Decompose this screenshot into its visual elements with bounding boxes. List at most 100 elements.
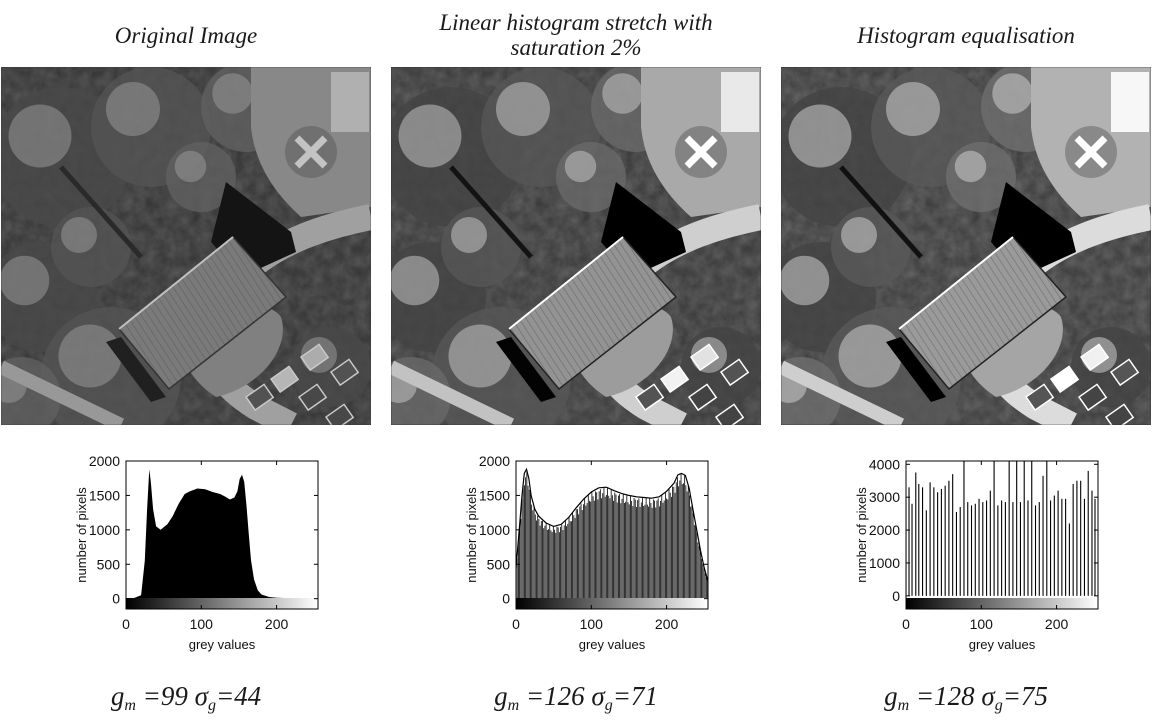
x-tick-label: 200 (265, 616, 289, 632)
roof-edge (508, 236, 624, 330)
tree-highlight (174, 150, 207, 183)
grey-colorbar (516, 598, 708, 609)
panel-title: Histogram equalisation (857, 22, 1075, 48)
mean-symbol: g (494, 681, 508, 711)
road (781, 360, 905, 425)
mean-value: =126 (519, 681, 592, 711)
axes-frame (905, 460, 1099, 610)
tree-highlight (451, 217, 487, 253)
chart-background (844, 437, 1120, 666)
histogram-svg: 0 1000 2000 3000 4000 0 100 200 grey values numbe… (844, 437, 1120, 666)
mean-symbol: g (884, 681, 898, 711)
tree-highlight (838, 324, 902, 388)
mean-symbol: g (110, 681, 125, 711)
building-shadow (886, 337, 946, 402)
grave-plot (324, 403, 355, 425)
helipad-x (1074, 135, 1108, 169)
tree-highlight (398, 104, 462, 168)
x-tick-label: 100 (580, 616, 604, 632)
x-tick-label: 0 (122, 616, 130, 632)
grey-colorbar (906, 598, 1098, 609)
aerial-photo (781, 67, 1151, 425)
grave-plot (689, 343, 720, 372)
y-tick-label: 500 (487, 556, 511, 572)
x-axis-label: grey values (579, 637, 646, 652)
helipad-x (294, 135, 328, 169)
mean-subscript: m (124, 697, 136, 714)
grave-plot (269, 365, 300, 394)
std-subscript: g (604, 697, 613, 714)
grave-plot (1049, 365, 1080, 394)
panel-linear-stretch: Linear histogram stretch with saturation… (390, 0, 762, 724)
y-tick-label: 2000 (869, 522, 900, 538)
roof-edge (118, 236, 234, 330)
std-subscript: g (207, 697, 216, 714)
y-tick-label: 500 (97, 556, 121, 572)
histogram-chart: 0 500 1000 1500 2000 0 100 200 grey values number… (454, 437, 730, 666)
grave-plot (1077, 383, 1108, 412)
mean-value: =99 (135, 681, 195, 711)
panel-original: Original Image 0 500 1000 1500 2000 0 100 200 gr… (0, 0, 372, 724)
grave-plot (719, 358, 750, 387)
x-tick-label: 100 (970, 616, 994, 632)
road (1, 360, 125, 425)
aerial-photo-svg (391, 67, 761, 425)
tree-highlight (212, 73, 253, 114)
std-value: =44 (215, 681, 262, 711)
y-tick-label: 1000 (89, 522, 120, 538)
building-roof (721, 72, 759, 132)
image-statistics: gm =128 σg=75 (780, 680, 1152, 720)
axes-frame (515, 460, 709, 610)
y-tick-label: 1500 (89, 487, 120, 503)
fence (839, 165, 923, 259)
std-value: =75 (1002, 681, 1048, 711)
plot-area (516, 467, 708, 599)
y-axis-label: number of pixels (464, 487, 479, 583)
tree-highlight (602, 73, 643, 114)
roof-edge (898, 236, 1014, 330)
plot-area (126, 469, 318, 599)
y-tick-label: 1000 (869, 555, 900, 571)
tree-highlight (886, 82, 940, 136)
grave-plot (1024, 383, 1055, 412)
y-tick-label: 2000 (89, 453, 120, 469)
std-symbol: σ (981, 681, 995, 711)
aerial-photo (391, 67, 761, 425)
grey-colorbar (126, 598, 318, 609)
y-axis-label: number of pixels (854, 487, 869, 583)
tree-highlight (1, 255, 50, 306)
aerial-photo (1, 67, 371, 425)
tree-highlight (564, 150, 597, 183)
building-roof (1111, 72, 1149, 132)
x-tick-label: 200 (1045, 616, 1069, 632)
panel-title: Linear histogram stretch with saturation… (439, 10, 713, 60)
tree-highlight (391, 255, 440, 306)
x-axis-label: grey values (189, 637, 256, 652)
grave-plot (299, 343, 330, 372)
tree-highlight (788, 104, 852, 168)
image-statistics: gm =99 σg=44 (0, 680, 372, 720)
x-tick-label: 0 (902, 616, 910, 632)
std-subscript: g (994, 697, 1003, 714)
mean-value: =128 (909, 681, 982, 711)
x-axis-label: grey values (969, 637, 1036, 652)
grave-plot (687, 383, 718, 412)
tree-highlight (8, 104, 72, 168)
histogram-chart: 0 1000 2000 3000 4000 0 100 200 grey values numbe… (844, 437, 1120, 666)
tree-highlight (58, 324, 122, 388)
building-roof (331, 72, 369, 132)
axes-frame (125, 460, 319, 610)
grave-plot (1109, 358, 1140, 387)
y-tick-label: 0 (892, 588, 900, 604)
aerial-photo-svg (1, 67, 371, 425)
histogram-svg: 0 500 1000 1500 2000 0 100 200 grey values number… (64, 437, 340, 666)
y-tick-label: 0 (502, 591, 510, 607)
helipad-x (684, 135, 718, 169)
x-tick-label: 0 (512, 616, 520, 632)
fence (449, 165, 533, 259)
grave-plot (297, 383, 328, 412)
histogram-chart: 0 500 1000 1500 2000 0 100 200 grey values number… (64, 437, 340, 666)
grave-plot (244, 383, 275, 412)
fence (59, 165, 143, 259)
std-symbol: σ (194, 681, 208, 711)
